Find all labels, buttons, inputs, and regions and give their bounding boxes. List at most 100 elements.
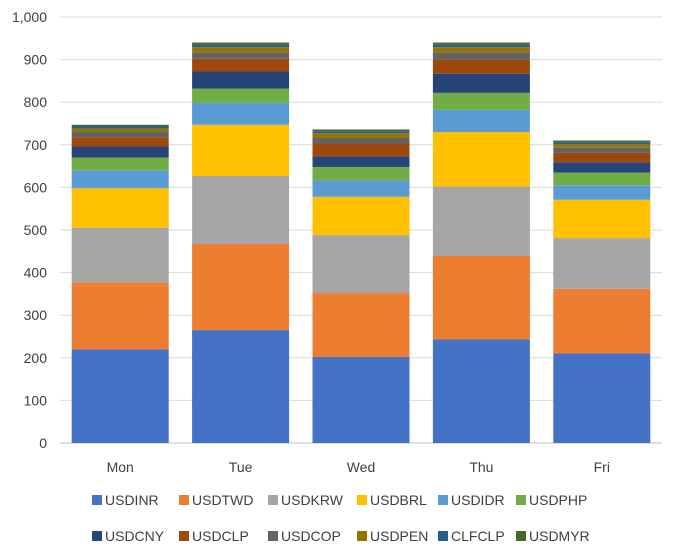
legend-item-usdtwd: USDTWD bbox=[179, 492, 253, 508]
legend-item-usdidr: USDIDR bbox=[438, 492, 505, 508]
bar-segment-usdtwd bbox=[432, 255, 530, 340]
bar-segment-usdpen bbox=[71, 128, 169, 133]
bar-segment-usdcny bbox=[312, 156, 410, 167]
bar-segment-usdkrw bbox=[432, 186, 530, 256]
legend-swatch bbox=[268, 495, 278, 505]
legend-item-usdinr: USDINR bbox=[92, 492, 159, 508]
legend-label: USDINR bbox=[105, 492, 159, 508]
bar-segment-clfclp bbox=[192, 44, 290, 48]
bar-segment-usdcop bbox=[432, 52, 530, 60]
bar-segment-usdtwd bbox=[553, 288, 651, 354]
legend-item-usdpen: USDPEN bbox=[357, 528, 428, 544]
bar-segment-usdinr bbox=[553, 353, 651, 443]
bar-stack-tue bbox=[192, 42, 290, 443]
legend-item-usdkrw: USDKRW bbox=[268, 492, 344, 508]
legend-item-usdphp: USDPHP bbox=[516, 492, 587, 508]
bar-stack-mon bbox=[71, 124, 169, 443]
bar-stack-wed bbox=[312, 129, 410, 443]
bar-segment-usdtwd bbox=[192, 244, 290, 331]
legend-swatch bbox=[438, 495, 448, 505]
bar-segment-usdmyr bbox=[553, 140, 651, 143]
bar-segment-usdclp bbox=[312, 143, 410, 157]
x-tick-label: Thu bbox=[469, 459, 493, 475]
bar-segment-usdinr bbox=[432, 339, 530, 443]
bar-segment-usdinr bbox=[192, 330, 290, 443]
legend-swatch bbox=[179, 495, 189, 505]
bar-segment-usdcop bbox=[553, 147, 651, 153]
bar-segment-usdbrl bbox=[432, 132, 530, 187]
bar-segment-usdbrl bbox=[192, 124, 290, 176]
bar-segment-usdcny bbox=[192, 71, 290, 89]
legend: USDINR USDTWD USDKRW USDBRL USDIDR USDPHP USDC… bbox=[92, 492, 590, 544]
legend-swatch bbox=[516, 495, 526, 505]
legend-swatch bbox=[92, 495, 102, 505]
legend-swatch bbox=[357, 531, 367, 541]
bar-segment-clfclp bbox=[312, 131, 410, 134]
legend-item-usdcny: USDCNY bbox=[92, 528, 165, 544]
bar-segment-usdkrw bbox=[71, 227, 169, 283]
bar-segment-usdmyr bbox=[432, 42, 530, 45]
bar-segment-usdkrw bbox=[192, 175, 290, 245]
bar-segment-usdcny bbox=[432, 73, 530, 93]
bar-segment-usdphp bbox=[192, 88, 290, 103]
bar-segment-usdphp bbox=[432, 92, 530, 110]
bar-segment-usdclp bbox=[432, 59, 530, 74]
bar-segment-usdmyr bbox=[71, 124, 169, 127]
bar-segment-usdtwd bbox=[312, 293, 410, 357]
bar-segment-usdpen bbox=[192, 47, 290, 53]
bar-segment-usdcop bbox=[71, 132, 169, 138]
bar-segment-usdcny bbox=[553, 162, 651, 173]
legend-label: USDPHP bbox=[529, 492, 587, 508]
legend-item-usdcop: USDCOP bbox=[268, 528, 341, 544]
bar-segment-usdidr bbox=[71, 170, 169, 189]
x-axis-tick-labels: Mon Tue Wed Thu Fri bbox=[107, 459, 610, 475]
bar-segment-clfclp bbox=[71, 126, 169, 129]
bar-segment-usdidr bbox=[432, 109, 530, 133]
x-tick-label: Wed bbox=[347, 459, 376, 475]
bar-segment-usdbrl bbox=[312, 196, 410, 236]
y-tick-label: 0 bbox=[39, 435, 47, 451]
bar-segment-usdclp bbox=[553, 152, 651, 163]
bar-segment-usdcny bbox=[71, 146, 169, 158]
bar-segment-usdmyr bbox=[312, 129, 410, 132]
bar-segment-usdidr bbox=[312, 180, 410, 197]
legend-label: USDCLP bbox=[192, 528, 249, 544]
bar-segment-usdbrl bbox=[71, 188, 169, 228]
bar-segment-usdpen bbox=[553, 144, 651, 148]
legend-swatch bbox=[357, 495, 367, 505]
legend-label: USDBRL bbox=[370, 492, 427, 508]
bar-segment-usdclp bbox=[71, 137, 169, 147]
y-tick-label: 200 bbox=[24, 350, 48, 366]
bar-segment-usdidr bbox=[192, 102, 290, 125]
bar-segment-usdphp bbox=[71, 157, 169, 171]
bar-segment-usdtwd bbox=[71, 282, 169, 350]
legend-label: USDIDR bbox=[451, 492, 505, 508]
legend-swatch bbox=[92, 531, 102, 541]
bar-segment-clfclp bbox=[553, 142, 651, 145]
bar-segment-usdpen bbox=[312, 133, 410, 138]
legend-swatch bbox=[268, 531, 278, 541]
legend-label: USDCOP bbox=[281, 528, 341, 544]
bar-segment-clfclp bbox=[432, 44, 530, 48]
legend-label: USDMYR bbox=[529, 528, 590, 544]
legend-label: USDTWD bbox=[192, 492, 253, 508]
y-axis-tick-labels: 0 100 200 300 400 500 600 700 800 900 1,000 bbox=[12, 9, 47, 451]
bar-segment-usdphp bbox=[312, 166, 410, 181]
legend-item-usdmyr: USDMYR bbox=[516, 528, 590, 544]
y-tick-label: 300 bbox=[24, 307, 48, 323]
bars bbox=[71, 42, 651, 443]
y-tick-label: 800 bbox=[24, 94, 48, 110]
bar-segment-usdcop bbox=[312, 137, 410, 144]
legend-label: CLFCLP bbox=[451, 528, 505, 544]
bar-segment-usdidr bbox=[553, 185, 651, 200]
bar-segment-usdclp bbox=[192, 58, 290, 72]
x-tick-label: Mon bbox=[107, 459, 134, 475]
y-tick-label: 500 bbox=[24, 222, 48, 238]
bar-segment-usdpen bbox=[432, 47, 530, 53]
legend-item-usdclp: USDCLP bbox=[179, 528, 249, 544]
legend-item-usdbrl: USDBRL bbox=[357, 492, 427, 508]
legend-swatch bbox=[179, 531, 189, 541]
y-tick-label: 700 bbox=[24, 137, 48, 153]
legend-swatch bbox=[438, 531, 448, 541]
